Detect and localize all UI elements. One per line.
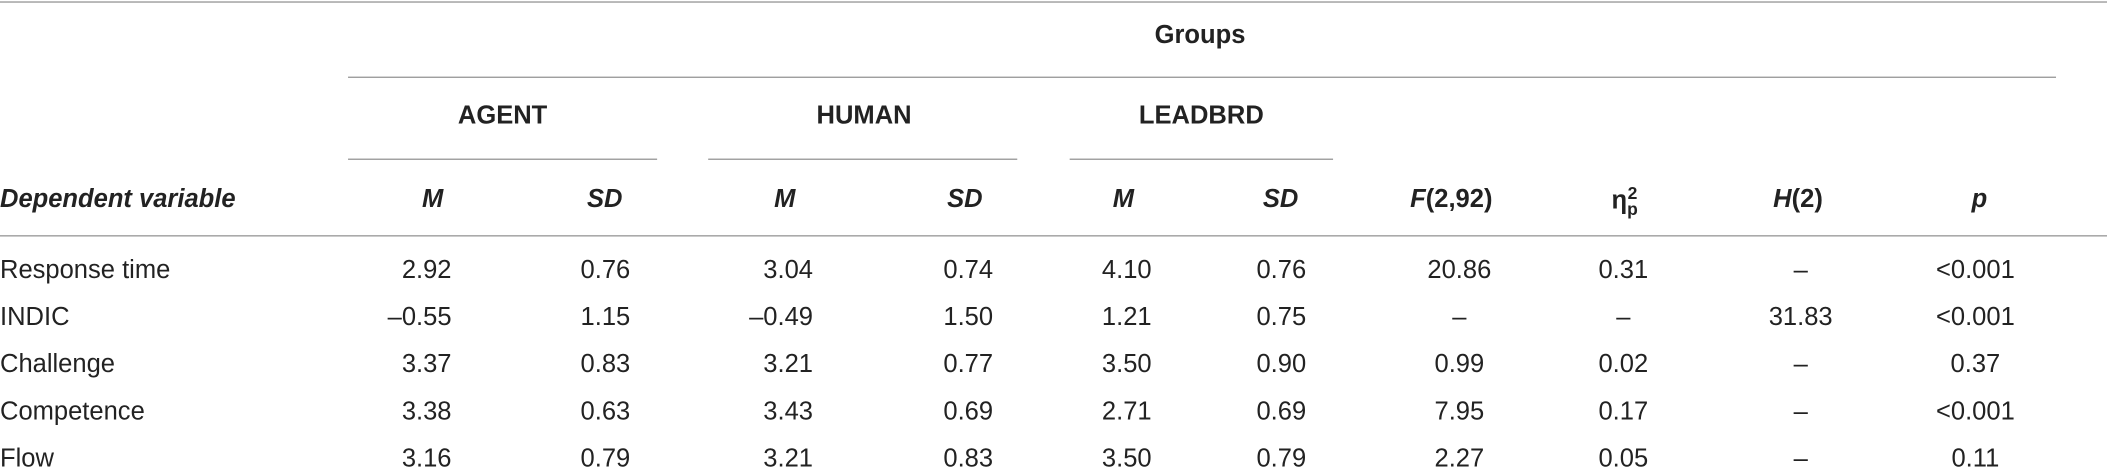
cell: 0.75: [1256, 303, 1307, 332]
cell: –: [1452, 303, 1467, 332]
cell: 0.90: [1256, 350, 1307, 379]
cell: <0.001: [1935, 303, 2015, 332]
row-label: Challenge: [0, 350, 115, 379]
cell: 0.76: [1256, 256, 1307, 285]
cell: 0.05: [1598, 444, 1649, 474]
header-symbol: η: [1611, 186, 1628, 216]
cell: 3.04: [763, 256, 813, 285]
cell: 0.99: [1434, 350, 1485, 379]
cell: 3.50: [1101, 444, 1152, 474]
cell: 3.38: [401, 397, 452, 426]
row-label: Response time: [0, 256, 171, 285]
cell: 0.79: [580, 444, 631, 474]
cell: 3.21: [763, 350, 813, 379]
groups-title: Groups: [1154, 21, 1246, 50]
cell: 0.11: [1951, 444, 2000, 474]
cell: 0.79: [1256, 444, 1307, 474]
cell: 31.83: [1768, 303, 1833, 332]
cell: 2.27: [1434, 444, 1485, 474]
cell: –: [1793, 397, 1808, 426]
header-italic: SD: [947, 185, 983, 214]
column-header: Dependent variable: [0, 185, 236, 215]
header-italic: F: [1410, 185, 1426, 214]
header-text: (2,92): [1425, 185, 1493, 214]
rule: [0, 1, 2107, 3]
group-label: LEADBRD: [1138, 102, 1264, 131]
header-sub: p: [1627, 198, 1638, 220]
cell: 1.15: [580, 303, 631, 332]
row-label: Flow: [0, 444, 54, 474]
header-italic: SD: [586, 185, 623, 214]
cell: 3.43: [763, 397, 813, 426]
cell: –0.55: [387, 303, 452, 332]
column-header: M: [989, 185, 1258, 215]
rule: [708, 158, 1018, 160]
column-header: p: [1845, 185, 2107, 215]
cell: 1.21: [1101, 303, 1152, 332]
cell: 0.69: [1256, 397, 1307, 426]
column-header: SD: [1146, 185, 1415, 215]
header-italic: M: [774, 185, 796, 214]
column-header: F(2,92): [1317, 185, 1586, 215]
cell: 0.69: [943, 397, 994, 426]
column-header: SD: [470, 185, 739, 215]
header-italic: p: [1971, 185, 1988, 214]
column-header: M: [298, 185, 567, 215]
cell: <0.001: [1935, 397, 2015, 426]
cell: 3.37: [401, 350, 452, 379]
header-italic: Dependent variable: [0, 185, 236, 214]
cell: 4.10: [1101, 256, 1152, 285]
group-label: HUMAN: [816, 102, 912, 131]
column-header: SD: [830, 185, 1099, 215]
header-text: (2): [1791, 185, 1823, 214]
cell: 0.77: [943, 350, 994, 379]
cell: 0.37: [1950, 350, 2001, 379]
header-italic: M: [422, 185, 444, 214]
cell: 3.21: [763, 444, 813, 474]
cell: 0.83: [943, 444, 994, 474]
cell: –: [1793, 444, 1808, 474]
cell: 0.83: [580, 350, 631, 379]
cell: 3.50: [1101, 350, 1152, 379]
cell: –: [1793, 350, 1808, 379]
rule: [1069, 158, 1334, 160]
cell: 0.31: [1598, 256, 1649, 285]
cell: –: [1793, 256, 1808, 285]
cell: 0.76: [580, 256, 631, 285]
cell: <0.001: [1935, 256, 2015, 285]
header-italic: SD: [1262, 185, 1299, 214]
row-label: INDIC: [0, 303, 70, 332]
cell: 2.71: [1101, 397, 1152, 426]
row-label: Competence: [0, 397, 145, 426]
rule: [348, 76, 2057, 78]
header-sup: 2: [1627, 182, 1638, 203]
cell: 0.02: [1598, 350, 1649, 379]
cell: 0.74: [943, 256, 994, 285]
cell: 20.86: [1427, 256, 1492, 285]
column-header: M: [650, 185, 919, 215]
column-header: H(2): [1664, 185, 1933, 215]
cell: 3.16: [401, 444, 452, 474]
rule: [348, 158, 658, 160]
cell: 0.63: [580, 397, 631, 426]
cell: –: [1616, 303, 1631, 332]
cell: 7.95: [1434, 397, 1485, 426]
header-italic: H: [1773, 185, 1792, 214]
cell: 2.92: [401, 256, 452, 285]
cell: 1.50: [943, 303, 994, 332]
cell: 0.17: [1598, 397, 1649, 426]
cell: –0.49: [749, 303, 813, 332]
group-label: AGENT: [457, 102, 548, 131]
header-italic: M: [1112, 185, 1135, 214]
rule: [0, 235, 2107, 237]
